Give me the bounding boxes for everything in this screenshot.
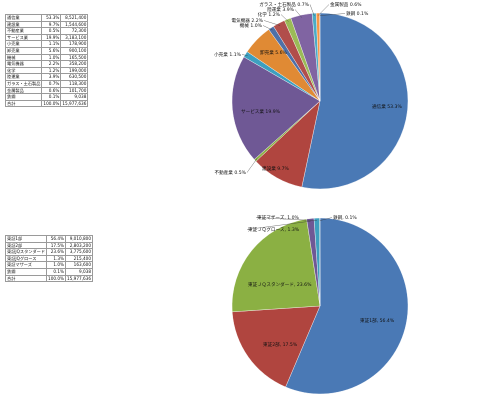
leader-line bbox=[263, 20, 281, 26]
slice-label: サービス業 19.9% bbox=[241, 108, 281, 115]
slice-label: 卸売業 5.6% bbox=[260, 49, 288, 56]
slice-label: 東証ＪＱスタンダード, 23.6% bbox=[248, 281, 312, 288]
leader-line bbox=[246, 220, 311, 230]
leader-line bbox=[319, 13, 346, 16]
slice-label: 機械 1.0% bbox=[240, 22, 263, 29]
leader-line bbox=[317, 4, 330, 16]
pie-slice bbox=[231, 56, 321, 160]
slice-label: 通信業 53.3% bbox=[372, 103, 402, 110]
leader-line bbox=[294, 9, 303, 18]
pie-slice bbox=[231, 305, 321, 388]
sector-table: 通信業 53.3% 8,521,400 建設業 9.7% 1,544,600 不動産業 0.5… bbox=[4, 14, 89, 108]
leader-line bbox=[262, 25, 273, 31]
leader-line bbox=[255, 217, 317, 221]
slice-label: 陸運業 3.9% bbox=[267, 6, 295, 13]
slice-label: 東証ＪＱグロース, 1.3% bbox=[248, 226, 300, 233]
table-row: 建設業 9.7% 1,544,600 bbox=[4, 20, 89, 29]
slice-label: 東証2部, 17.5% bbox=[263, 341, 298, 348]
slice-label: 金属製品 0.6% bbox=[330, 1, 362, 8]
total-row: 合計 100.0% 15,977,636 bbox=[4, 274, 93, 283]
slice-label: 不動産業 0.5% bbox=[214, 169, 246, 176]
leader-line bbox=[309, 4, 315, 16]
pie-slice bbox=[231, 218, 321, 313]
leader-line bbox=[319, 217, 333, 221]
slice-label: 小売業 1.1% bbox=[214, 51, 242, 58]
market-table: 東証1部 56.4% 9,010,800 東証2部 17.5% 2,803,200 東証JQ… bbox=[4, 235, 93, 283]
pie-slice bbox=[285, 217, 409, 395]
total-value: 15,977,636 bbox=[60, 99, 89, 108]
slice-label: ガラス・土石製品 0.7% bbox=[259, 1, 309, 8]
leader-line bbox=[280, 14, 289, 22]
total-row: 合計 100.0% 15,977,636 bbox=[4, 99, 89, 108]
leader-line bbox=[241, 54, 248, 56]
slice-label: 電気機器 2.2% bbox=[231, 17, 263, 24]
pie-chart-1: 通信業 53.3% 建設業 9.7% 不動産業 0.5% サービス業 19.9% 小売業… bbox=[214, 1, 409, 190]
slice-label: 化学 1.2% bbox=[258, 11, 281, 18]
pie-slice bbox=[301, 12, 409, 190]
slice-label: 東証マザーズ, 1.0% bbox=[257, 214, 300, 221]
slice-label: 東証1部, 56.4% bbox=[360, 317, 395, 324]
slice-label: 鉄鋼 0.1% bbox=[346, 10, 369, 17]
total-label: 合計 bbox=[4, 274, 48, 283]
total-value: 15,977,636 bbox=[65, 274, 93, 283]
total-label: 合計 bbox=[4, 99, 43, 108]
slice-label: 建設業 9.7% bbox=[262, 165, 290, 172]
pie-chart-2: 東証1部, 56.4% 東証2部, 17.5% 東証ＪＱスタンダード, 23.6% 東… bbox=[231, 214, 409, 395]
leader-line bbox=[246, 158, 258, 173]
slice-label: 鉄鋼, 0.1% bbox=[333, 214, 357, 221]
